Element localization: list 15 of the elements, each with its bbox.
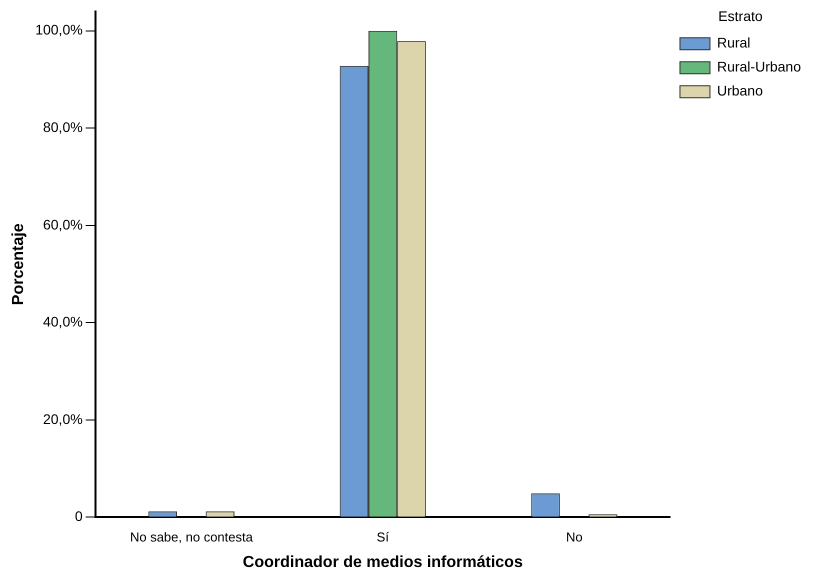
x-tick-label: Sí bbox=[376, 530, 390, 545]
x-axis-title: Coordinador de medios informáticos bbox=[242, 554, 523, 571]
legend-title: Estrato bbox=[718, 8, 763, 24]
legend-label: Urbano bbox=[716, 82, 764, 99]
y-tick-label: 0 bbox=[74, 508, 83, 524]
y-axis-title: Porcentaje bbox=[10, 223, 28, 306]
y-tick-label: 80,0% bbox=[42, 118, 83, 135]
x-tick-label: No sabe, no contesta bbox=[130, 530, 254, 545]
y-tick-label: 40,0% bbox=[42, 314, 83, 330]
legend-label: Rural-Urbano bbox=[716, 58, 802, 75]
y-tick-label: 20,0% bbox=[42, 410, 83, 427]
legend-label: Rural bbox=[716, 34, 750, 51]
x-tick-label: No bbox=[566, 530, 583, 545]
y-tick-label: 100,0% bbox=[35, 22, 83, 38]
y-tick-label: 60,0% bbox=[42, 216, 83, 232]
